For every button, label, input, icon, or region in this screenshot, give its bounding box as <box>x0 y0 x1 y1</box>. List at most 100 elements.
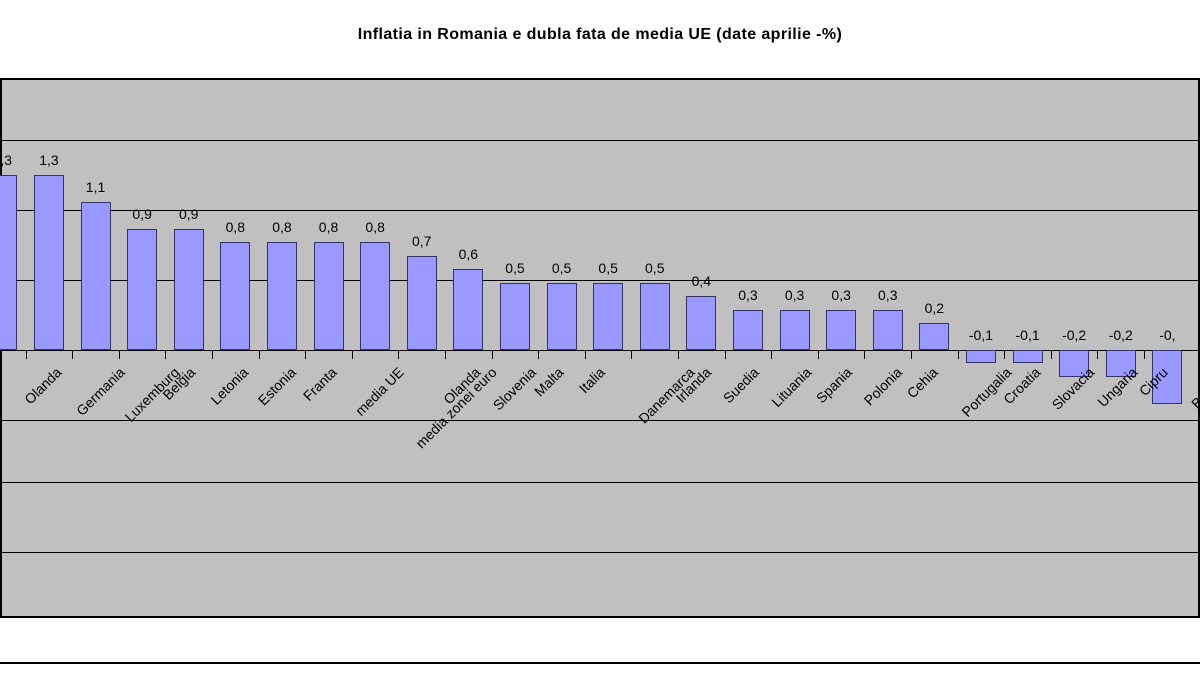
bar-slot: 0,3 <box>864 80 911 616</box>
axis-tick <box>25 350 27 359</box>
bar[interactable] <box>593 282 624 350</box>
category-label: Germania <box>72 364 128 419</box>
bar[interactable] <box>173 228 204 350</box>
bar-value-label: -0, <box>1159 327 1176 343</box>
plot-area: 1,3 1,3 1,1 0,9 0,9 0,8 0,8 0,8 0,8 0,7 0,6 0,5 0,5 0… <box>0 78 1200 618</box>
bar[interactable] <box>33 175 64 350</box>
bar-value-label: -0,1 <box>968 327 994 343</box>
bar[interactable] <box>1152 350 1183 404</box>
bar[interactable] <box>872 309 903 350</box>
axis-zero-line <box>0 350 1200 351</box>
bar-value-label: 0,7 <box>412 232 432 249</box>
bar-slot: 0,7 <box>398 80 445 616</box>
chart-title: Inflatia in Romania e dubla fata de medi… <box>357 26 843 43</box>
axis-tick <box>631 350 633 359</box>
bar[interactable] <box>965 350 996 364</box>
bar-slot: 0,5 <box>538 80 585 616</box>
bar[interactable] <box>686 296 717 350</box>
axis-tick <box>445 350 447 359</box>
bar-slot: 0,8 <box>351 80 399 616</box>
bar[interactable] <box>546 282 577 350</box>
gridline-0 <box>0 140 1200 141</box>
axis-tick <box>817 350 819 359</box>
bar[interactable] <box>80 201 111 350</box>
bar-value-label: 0,9 <box>132 205 152 222</box>
axis-tick <box>584 350 586 359</box>
bar-value-label: 0,5 <box>598 259 618 276</box>
bar-value-label: 0,3 <box>738 286 758 303</box>
axis-tick <box>305 350 307 359</box>
bar-value-label: 1,3 <box>39 152 59 169</box>
gridline-4 <box>0 420 1200 421</box>
bar-slot: -0,1 <box>1004 80 1051 616</box>
bar-value-label: -0,1 <box>1015 327 1040 343</box>
bar-value-label: 0,3 <box>784 286 805 303</box>
axis-tick <box>118 350 120 359</box>
axis-tick <box>724 350 726 359</box>
bar-slot: 0,6 <box>445 80 492 616</box>
bottom-rule <box>0 662 1200 664</box>
bar-value-label: 0,4 <box>691 273 712 290</box>
axis-tick <box>491 350 493 359</box>
bar[interactable] <box>639 282 670 350</box>
bar[interactable] <box>313 242 344 350</box>
bar-slot: -0,1 <box>957 80 1005 616</box>
bar[interactable] <box>453 269 484 350</box>
category-label: Letonia <box>207 364 252 408</box>
bar-value-label: 0,2 <box>924 300 945 317</box>
bar[interactable] <box>360 242 391 350</box>
bar-slot: 0,8 <box>305 80 352 616</box>
bar-slot: 0,5 <box>584 80 632 616</box>
category-axis-labels: Olanda Germania Luxemburg Belgia Letonia Esto… <box>0 80 1200 616</box>
bar-value-label: 0,3 <box>878 286 898 303</box>
axis-tick <box>538 350 540 359</box>
axis-tick <box>678 350 680 359</box>
axis-tick <box>212 350 214 359</box>
category-label: Cipru <box>1136 364 1172 399</box>
bar-value-label: -0,2 <box>1062 327 1087 343</box>
category-label: Spania <box>812 364 856 407</box>
category-label: Italia <box>575 364 609 397</box>
category-label: Bulgaria <box>1188 364 1200 412</box>
category-label: Slovacia <box>1048 364 1098 413</box>
bar-value-label: 0,8 <box>272 219 292 236</box>
bar-series: 1,3 1,3 1,1 0,9 0,9 0,8 0,8 0,8 0,8 0,7 0,6 0,5 0,5 0… <box>0 80 1200 616</box>
bar-slot: 0,3 <box>817 80 865 616</box>
bar-slot: 0,4 <box>678 80 725 616</box>
bar-slot: 1,1 <box>72 80 119 616</box>
bar-slot: 0,9 <box>165 80 212 616</box>
bar[interactable] <box>732 309 763 350</box>
bar-value-label: 0,5 <box>645 259 665 276</box>
bar[interactable] <box>826 309 857 350</box>
bar-slot: -0,2 <box>1097 80 1144 616</box>
bar[interactable] <box>406 255 437 350</box>
category-label: Polonia <box>860 364 905 409</box>
bar[interactable] <box>499 282 530 350</box>
axis-tick <box>1050 350 1052 359</box>
bar-slot: 0,8 <box>212 80 259 616</box>
axis-tick <box>398 350 400 359</box>
bar[interactable] <box>919 323 950 350</box>
axis-tick <box>771 350 773 359</box>
bar[interactable] <box>0 175 18 350</box>
bar-value-label: -0,2 <box>1108 327 1133 343</box>
axis-tick <box>351 350 353 359</box>
bar[interactable] <box>1059 350 1090 377</box>
bar-value-label: 0,8 <box>365 219 385 236</box>
bar[interactable] <box>1105 350 1136 377</box>
gridline-6 <box>0 552 1200 553</box>
bar[interactable] <box>266 242 297 350</box>
bar[interactable] <box>779 309 810 350</box>
bar-slot: -0, <box>1144 80 1191 616</box>
category-label: Malta <box>530 364 567 400</box>
gridline-5 <box>0 482 1200 483</box>
bar-value-label: 0,8 <box>318 219 339 236</box>
category-label: Cehia <box>904 364 942 402</box>
axis-tick <box>864 350 866 359</box>
bar[interactable] <box>1012 350 1043 364</box>
bar[interactable] <box>220 242 251 350</box>
plot-right-border <box>1198 80 1200 616</box>
bar[interactable] <box>127 228 158 350</box>
bar-value-label: 1,1 <box>85 178 106 195</box>
